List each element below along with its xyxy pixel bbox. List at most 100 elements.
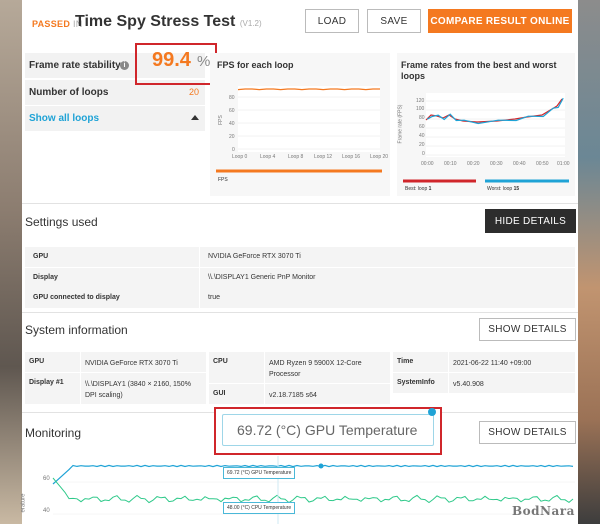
worst-loop-line bbox=[426, 97, 564, 125]
monitoring-plot-area bbox=[53, 456, 575, 524]
stability-unit: % bbox=[197, 53, 211, 70]
sysinfo-cell: CPU bbox=[209, 352, 264, 383]
fps-xtick: Loop 12 bbox=[314, 154, 333, 160]
time-value: 2021-06-22 11:40 +09:00 bbox=[453, 360, 532, 367]
sysinfo-section-title: System information bbox=[25, 323, 128, 337]
background-right bbox=[578, 0, 600, 524]
benchmark-title: Time Spy Stress Test (V1.2) bbox=[75, 13, 262, 31]
sysinfo-cell: GUI bbox=[209, 384, 264, 404]
sysinfo-cell: v5.40.908 bbox=[449, 373, 575, 393]
bw-ytick: 80 bbox=[419, 115, 425, 121]
fps-xtick: Loop 8 bbox=[288, 154, 304, 160]
highlight-box-stability bbox=[135, 43, 217, 85]
gpu-label: GPU bbox=[29, 358, 45, 365]
time-label: Time bbox=[397, 358, 414, 365]
benchmark-name: Time Spy Stress Test bbox=[75, 13, 236, 30]
hide-details-button[interactable]: HIDE DETAILS bbox=[485, 209, 576, 233]
bw-plot-area bbox=[426, 93, 565, 157]
best-loop-line bbox=[425, 98, 563, 123]
cpu-temperature-tooltip: 48.00 (°C) CPU Temperature bbox=[223, 502, 296, 514]
bw-ytick: 20 bbox=[419, 142, 425, 148]
bw-ytick: 40 bbox=[419, 133, 425, 139]
monitoring-ytick: 60 bbox=[43, 476, 50, 482]
display-label: Display #1 bbox=[29, 379, 64, 386]
divider bbox=[22, 312, 578, 313]
gpu-temperature-line bbox=[52, 464, 574, 485]
best-worst-chart-svg bbox=[403, 93, 569, 183]
collapse-triangle-icon bbox=[191, 115, 199, 120]
divider bbox=[22, 203, 578, 204]
gui-label: GUI bbox=[213, 390, 226, 397]
monitoring-section-title: Monitoring bbox=[25, 426, 82, 440]
sysinfo-show-details-button[interactable]: SHOW DETAILS bbox=[479, 318, 576, 341]
bw-gridlines bbox=[426, 100, 565, 156]
sysinfo-cell: v2.18.7185 s64 bbox=[265, 384, 390, 404]
monitoring-show-details-button[interactable]: SHOW DETAILS bbox=[479, 421, 576, 444]
compare-result-online-button[interactable]: COMPARE RESULT ONLINE bbox=[428, 9, 572, 33]
monitoring-gridlines bbox=[53, 481, 575, 515]
fps-chart-svg bbox=[216, 86, 382, 173]
display-value: \\.\DISPLAY1 (3840 × 2160, 150% DPI scal… bbox=[85, 381, 191, 399]
loops-value: 20 bbox=[188, 87, 199, 97]
load-button[interactable]: LOAD bbox=[305, 9, 359, 33]
sysinfo-cell: NVIDIA GeForce RTX 3070 Ti bbox=[81, 352, 206, 372]
fps-plot-area bbox=[238, 86, 380, 152]
settings-value: NVIDIA GeForce RTX 3070 Ti bbox=[208, 253, 301, 260]
worst-legend-loop: 15 bbox=[513, 186, 520, 192]
fps-legend-label: FPS bbox=[218, 177, 228, 183]
gpu-value: NVIDIA GeForce RTX 3070 Ti bbox=[85, 360, 178, 367]
worst-legend-label: Worst: loop 15 bbox=[487, 186, 519, 192]
fps-ylabel: FPS bbox=[217, 115, 224, 125]
worst-legend-text: Worst: loop bbox=[487, 186, 513, 192]
result-panel: PASSED IN Time Spy Stress Test (V1.2) LO… bbox=[21, 0, 578, 524]
save-button[interactable]: SAVE bbox=[367, 9, 421, 33]
cpu-temperature-line bbox=[52, 477, 574, 504]
fps-chart-title: FPS for each loop bbox=[217, 60, 294, 70]
sysinfo-cell: GPU bbox=[25, 352, 80, 372]
bw-xtick: 00:20 bbox=[467, 161, 480, 167]
fps-ytick: 40 bbox=[229, 121, 235, 127]
zoomed-tooltip-frame: 69.72 (°C) GPU Temperature bbox=[222, 414, 434, 446]
sysinfo-cell: Time bbox=[393, 352, 448, 372]
gpu-cursor-dot bbox=[318, 463, 324, 469]
bw-xtick: 00:10 bbox=[444, 161, 457, 167]
settings-key: GPU connected to display bbox=[33, 294, 120, 301]
show-all-loops-toggle[interactable]: Show all loops bbox=[25, 106, 205, 131]
sysinfo-cell: \\.\DISPLAY1 (3840 × 2160, 150% DPI scal… bbox=[81, 373, 206, 404]
bw-ytick: 0 bbox=[422, 151, 425, 157]
info-icon[interactable]: i bbox=[120, 61, 129, 70]
stability-row: Frame rate stability i 99.4 % bbox=[25, 49, 210, 78]
bw-xtick: 01:00 bbox=[557, 161, 570, 167]
gui-value: v2.18.7185 s64 bbox=[269, 392, 317, 399]
watermark: BodNara bbox=[512, 504, 575, 518]
fps-ytick: 20 bbox=[229, 134, 235, 140]
bw-ytick: 120 bbox=[416, 98, 425, 104]
cpu-label: CPU bbox=[213, 358, 228, 365]
best-worst-chart-card: Frame rates from the best and worst loop… bbox=[397, 53, 575, 196]
result-header: PASSED IN Time Spy Stress Test (V1.2) LO… bbox=[22, 0, 578, 44]
sysinfo-cell: SystemInfo bbox=[393, 373, 448, 393]
bw-ytick: 60 bbox=[419, 124, 425, 130]
cpu-value: AMD Ryzen 9 5900X 12-Core Processor bbox=[269, 360, 362, 378]
bw-ylabel: Frame rate (FPS) bbox=[397, 104, 404, 144]
cell-separator bbox=[199, 247, 200, 267]
monitoring-chart-svg bbox=[52, 456, 575, 524]
sysinfo-cell: Display #1 bbox=[25, 373, 80, 404]
fps-gridlines bbox=[238, 96, 380, 150]
fps-ytick: 0 bbox=[232, 147, 235, 153]
fps-xtick: Loop 16 bbox=[342, 154, 361, 160]
fps-series-line bbox=[237, 88, 380, 91]
stability-value: 99.4 bbox=[152, 49, 191, 71]
bw-ytick: 100 bbox=[416, 106, 425, 112]
passed-in-text: IN bbox=[72, 19, 83, 29]
fps-xtick: Loop 20 bbox=[370, 154, 389, 160]
best-legend-loop: 1 bbox=[428, 186, 432, 192]
bw-xtick: 00:30 bbox=[490, 161, 503, 167]
passed-badge: PASSED IN bbox=[32, 19, 83, 29]
passed-text: PASSED bbox=[32, 19, 71, 29]
sysinfo-cell: 2021-06-22 11:40 +09:00 bbox=[449, 352, 575, 372]
settings-key: GPU bbox=[33, 253, 49, 260]
settings-value: true bbox=[208, 294, 221, 301]
highlight-box-gpu-temperature: 69.72 (°C) GPU Temperature bbox=[214, 407, 442, 455]
fps-ytick: 60 bbox=[229, 108, 235, 114]
